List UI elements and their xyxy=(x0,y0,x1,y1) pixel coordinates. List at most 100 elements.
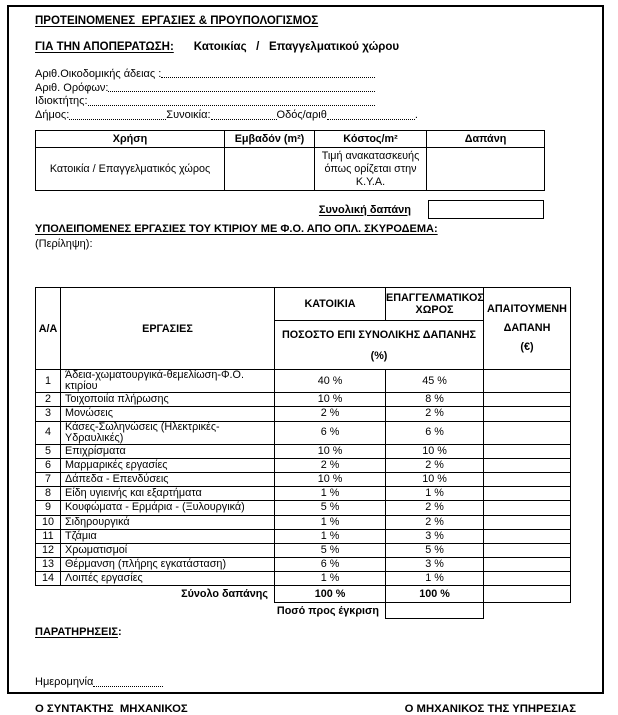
district-fill-line[interactable] xyxy=(210,112,277,120)
works-table-row: 1 Άδεια-χωματουργικά-θεμελίωση-Φ.Ο. κτιρί… xyxy=(35,369,571,394)
notes-rule-2 xyxy=(35,659,590,670)
row-no: 12 xyxy=(35,542,61,559)
row-label: Είδη υγιεινής και εξαρτήματα xyxy=(60,486,275,502)
signatures-row: Ο ΣΥΝΤΑΚΤΗΣ ΜΗΧΑΝΙΚΟΣ Ο ΜΗΧΑΝΙΚΟΣ ΤΗΣ ΥΠ… xyxy=(35,703,590,715)
works-header-percentage: ΠΟΣΟΣΤΟ ΕΠΙ ΣΥΝΟΛΙΚΗΣ ΔΑΠΑΝΗΣ (%) xyxy=(274,320,484,371)
row-label: Κουφώματα - Ερμάρια - (Ξυλουργικά) xyxy=(60,500,275,516)
row-residence-pct: 6 % xyxy=(274,420,386,445)
row-professional-pct: 10 % xyxy=(385,443,484,459)
permit-fill-line[interactable] xyxy=(161,70,375,79)
municipality-fill-line[interactable] xyxy=(69,112,167,120)
row-label: Σιδηρουργικά xyxy=(60,514,275,530)
row-professional-pct: 45 % xyxy=(385,369,484,394)
date-line: Ημερομηνία xyxy=(35,674,590,688)
row-residence-pct: 1 % xyxy=(274,486,386,502)
cost-header-use: Χρήση xyxy=(35,130,225,149)
cost-header-cost: Κόστος/m² xyxy=(314,130,427,149)
works-header-works: ΕΡΓΑΣΙΕΣ xyxy=(60,287,275,371)
works-total-expense-cell[interactable] xyxy=(483,585,571,603)
works-table-row: 2 Τοιχοποιία πλήρωσης 10 % 8 % xyxy=(35,392,571,408)
approval-empty-cell xyxy=(484,602,571,619)
cost-header-area: Εμβαδόν (m²) xyxy=(224,130,315,149)
date-fill-line[interactable] xyxy=(93,679,164,687)
row-label: Τζάμια xyxy=(60,528,275,544)
row-no: 4 xyxy=(35,420,61,445)
row-expense-cell[interactable] xyxy=(483,486,571,502)
cost-table-row: Κατοικία / Επαγγελματικός χώρος Τιμή ανα… xyxy=(35,147,545,192)
row-label: Τοιχοποιία πλήρωσης xyxy=(60,392,275,408)
row-expense-cell[interactable] xyxy=(483,500,571,516)
works-table-row: 9 Κουφώματα - Ερμάρια - (Ξυλουργικά) 5 % 2 … xyxy=(35,500,571,516)
notes-heading-text: ΠΑΡΑΤΗΡΗΣΕΙΣ xyxy=(35,626,118,639)
owner-label: Ιδιοκτήτης: xyxy=(35,95,88,108)
works-table-row: 5 Επιχρίσματα 10 % 10 % xyxy=(35,443,571,459)
row-expense-cell[interactable] xyxy=(483,392,571,408)
row-expense-cell[interactable] xyxy=(483,514,571,530)
approval-amount-box[interactable] xyxy=(385,601,484,620)
works-table-row: 13 Θέρμανση (πλήρης εγκατάσταση) 6 % 3 % xyxy=(35,557,571,573)
row-expense-cell[interactable] xyxy=(483,406,571,422)
summary-rule-1 xyxy=(35,257,590,268)
municipality-label: Δήμος: xyxy=(35,109,70,122)
works-table-row: 10 Σιδηρουργικά 1 % 2 % xyxy=(35,514,571,530)
row-label: Μονώσεις xyxy=(60,406,275,422)
row-expense-cell[interactable] xyxy=(483,420,571,445)
row-no: 14 xyxy=(35,571,61,587)
street-fill-line[interactable] xyxy=(326,112,415,120)
summary-rule-2 xyxy=(35,270,590,281)
works-header-required-line1: ΑΠΑΙΤΟΥΜΕΝΗ xyxy=(487,303,567,316)
works-table-row: 7 Δάπεδα - Επενδύσεις 10 % 10 % xyxy=(35,471,571,488)
notes-rule-1 xyxy=(35,645,590,656)
row-residence-pct: 5 % xyxy=(274,500,386,516)
for-completion-line: ΓΙΑ ΤΗΝ ΑΠΟΠΕΡΑΤΩΣΗ: Κατοικίας / Επαγγελμ… xyxy=(35,41,590,53)
cost-use-cell: Κατοικία / Επαγγελματικός χώρος xyxy=(35,147,225,192)
works-header-row-1: Α/Α ΕΡΓΑΣΙΕΣ ΚΑΤΟΙΚΙΑ ΕΠΑΓΓΕΛΜΑΤΙΚΟΣ ΧΩΡ… xyxy=(35,287,571,371)
row-no: 6 xyxy=(35,457,61,473)
floors-fill-line[interactable] xyxy=(108,84,375,93)
cost-table-header-row: Χρήση Εμβαδόν (m²) Κόστος/m² Δαπάνη xyxy=(35,130,545,149)
permit-field-line: Αριθ.Οικοδομικής άδειας : xyxy=(35,66,375,80)
row-expense-cell[interactable] xyxy=(483,369,571,394)
for-completion-value: Κατοικίας / Επαγγελματικού χώρου xyxy=(193,41,400,53)
works-table-row: 12 Χρωματισμοί 5 % 5 % xyxy=(35,542,571,559)
row-expense-cell[interactable] xyxy=(483,542,571,559)
row-no: 11 xyxy=(35,528,61,544)
date-label: Ημερομηνία xyxy=(35,676,94,689)
row-expense-cell[interactable] xyxy=(483,557,571,573)
row-professional-pct: 2 % xyxy=(385,500,484,516)
cost-expense-cell[interactable] xyxy=(426,147,545,192)
works-table-row: 6 Μαρμαρικές εργασίες 2 % 2 % xyxy=(35,457,571,473)
row-expense-cell[interactable] xyxy=(483,528,571,544)
form-page: ΠΡΟΤΕΙΝΟΜΕΝΕΣ ΕΡΓΑΣΙΕΣ & ΠΡΟΥΠΟΛΟΓΙΣΜΟΣ … xyxy=(7,5,604,715)
approval-row: Ποσό προς έγκριση xyxy=(36,601,571,620)
works-total-row: Σύνολο δαπάνης 100 % 100 % xyxy=(36,585,571,603)
works-header-no: Α/Α xyxy=(35,287,61,371)
row-no: 8 xyxy=(35,486,61,502)
row-label: Κάσες-Σωληνώσεις (Ηλεκτρικές-Υδραυλικές) xyxy=(60,420,275,445)
row-professional-pct: 5 % xyxy=(385,542,484,559)
row-expense-cell[interactable] xyxy=(483,571,571,587)
row-no: 9 xyxy=(35,500,61,516)
row-professional-pct: 6 % xyxy=(385,420,484,445)
street-label: Οδός/αριθ xyxy=(276,109,327,122)
works-header-residence: ΚΑΤΟΙΚΙΑ xyxy=(274,287,386,322)
row-residence-pct: 10 % xyxy=(274,443,386,459)
works-table-row: 8 Είδη υγιεινής και εξαρτήματα 1 % 1 % xyxy=(35,486,571,502)
works-total-professional: 100 % xyxy=(385,585,484,603)
works-header-percentage-line1: ΠΟΣΟΣΤΟ ΕΠΙ ΣΥΝΟΛΙΚΗΣ ΔΑΠΑΝΗΣ xyxy=(281,328,477,341)
total-expense-box[interactable] xyxy=(428,200,544,220)
row-expense-cell[interactable] xyxy=(483,443,571,459)
row-expense-cell[interactable] xyxy=(483,457,571,473)
notes-heading-colon: : xyxy=(117,626,122,639)
works-table-row: 11 Τζάμια 1 % 3 % xyxy=(35,528,571,544)
row-residence-pct: 40 % xyxy=(274,369,386,394)
works-total-label: Σύνολο δαπάνης xyxy=(181,588,268,601)
works-header-percentage-line2: (%) xyxy=(370,349,388,362)
owner-fill-line[interactable] xyxy=(87,98,375,106)
row-label: Θέρμανση (πλήρης εγκατάσταση) xyxy=(60,557,275,573)
row-expense-cell[interactable] xyxy=(483,471,571,488)
works-table: Α/Α ΕΡΓΑΣΙΕΣ ΚΑΤΟΙΚΙΑ ΕΠΑΓΓΕΛΜΑΤΙΚΟΣ ΧΩΡ… xyxy=(35,287,571,620)
row-professional-pct: 2 % xyxy=(385,457,484,473)
service-engineer-signature-label: Ο ΜΗΧΑΝΙΚΟΣ ΤΗΣ ΥΠΗΡΕΣΙΑΣ xyxy=(404,703,576,715)
cost-area-cell[interactable] xyxy=(224,147,315,192)
